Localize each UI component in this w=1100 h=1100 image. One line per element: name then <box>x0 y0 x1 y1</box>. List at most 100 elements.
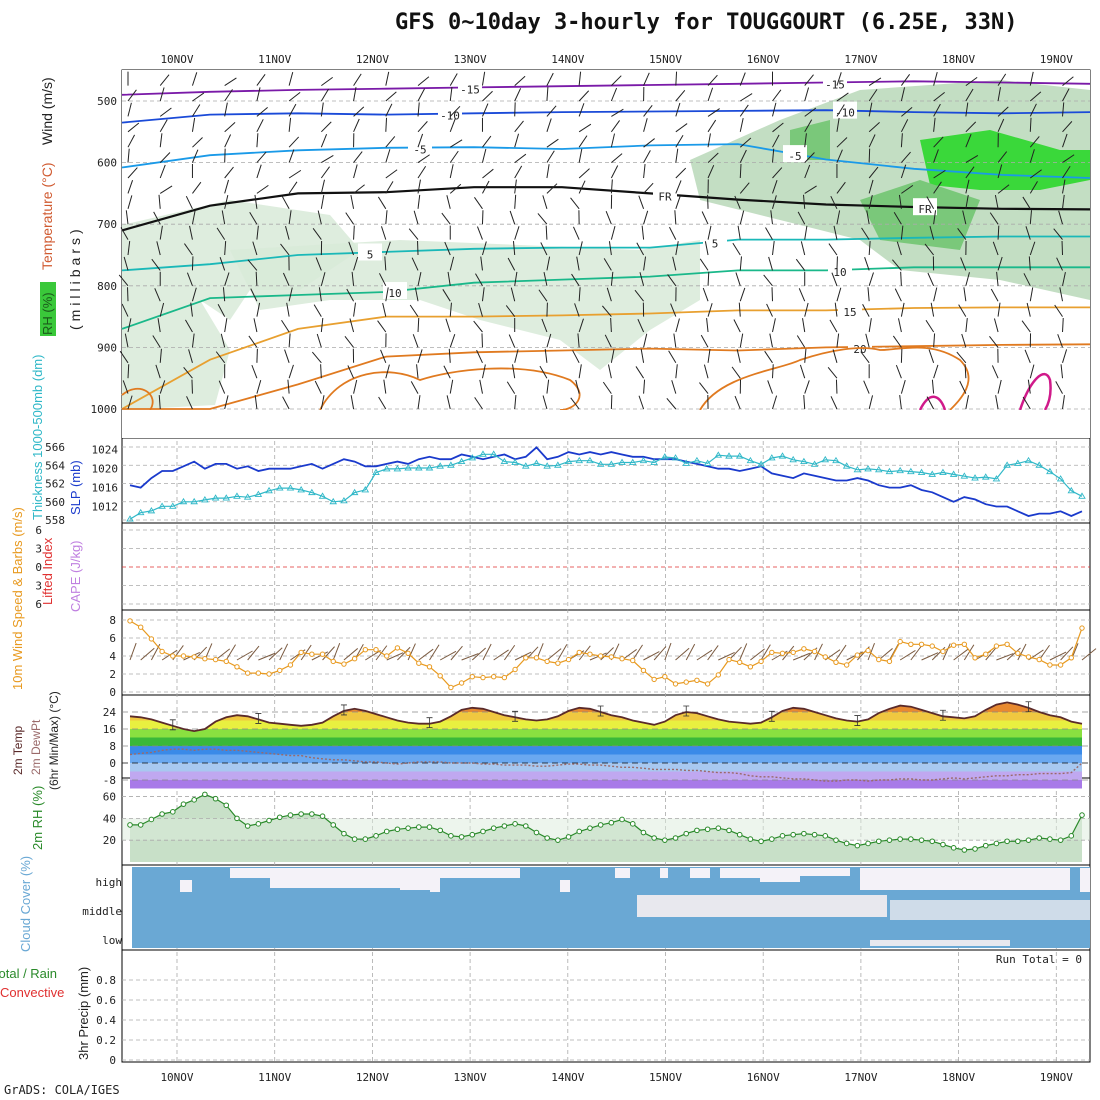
wind-barb <box>127 364 130 379</box>
wind10m-point <box>416 660 422 666</box>
thickness-point <box>949 470 958 477</box>
rh2m-point <box>768 836 775 842</box>
wind-barb <box>675 123 688 133</box>
wind-barb <box>707 225 712 240</box>
wind-barb <box>868 89 878 102</box>
wind10m-barb <box>835 644 847 661</box>
temp-band <box>130 737 1082 746</box>
cloud-clear-high <box>615 868 630 878</box>
wind-barb <box>315 257 322 271</box>
rh2m-point <box>565 834 572 840</box>
wind10m-point <box>405 650 411 656</box>
wind-barb <box>318 287 322 302</box>
contour-label: 5 <box>367 248 374 261</box>
thickness-point <box>725 452 733 459</box>
wind10m-barb <box>225 644 236 661</box>
rh2m-point <box>169 809 176 815</box>
wind-barb <box>449 73 458 86</box>
wind-barb <box>481 71 486 86</box>
contour-label-bg <box>458 78 482 96</box>
date-label-top: 17NOV <box>844 53 877 66</box>
wind-barb <box>158 394 161 410</box>
wind-barb <box>965 121 977 133</box>
wind-barb <box>634 289 644 302</box>
wind10m-barb <box>258 652 276 661</box>
wind-barb <box>900 271 902 286</box>
wind-barb <box>868 77 882 87</box>
rh2m-point <box>629 821 636 827</box>
wind-barb <box>739 182 750 194</box>
cloud-clear-high <box>230 868 270 878</box>
wind-barb <box>861 227 870 240</box>
wind-barb <box>1025 226 1031 240</box>
wind10m-barb <box>450 645 463 661</box>
rh2m-point <box>811 831 818 838</box>
wind-barb <box>862 304 870 317</box>
thickness-point <box>179 497 188 505</box>
wind-barb <box>965 154 979 164</box>
wind-barb <box>706 318 709 333</box>
wind10m-barb <box>268 647 283 661</box>
wind-label: Wind (m/s) <box>39 77 55 145</box>
wind10m-barb <box>600 647 614 661</box>
thickness-point <box>896 466 904 474</box>
wind-barb <box>190 302 193 317</box>
cloud-clear-high <box>560 880 570 892</box>
date-label-bottom: 16NOV <box>747 1071 780 1084</box>
wind-barb <box>997 73 1007 86</box>
thickness-point <box>853 465 862 473</box>
wind-barb <box>868 240 871 256</box>
wind-barb <box>832 349 838 363</box>
wind-barb <box>507 257 516 271</box>
contour-label: -5 <box>788 150 801 163</box>
wind-barb <box>610 271 614 286</box>
wind10m-point <box>458 680 465 686</box>
cloud-clear-high <box>400 868 440 890</box>
wind10m-barb <box>750 648 765 661</box>
wind-barb <box>256 107 268 117</box>
wind-barb <box>481 241 487 256</box>
wind-barb <box>804 133 807 148</box>
contour-label-bg <box>823 73 847 91</box>
wind-barb <box>767 380 773 394</box>
wind-barb <box>288 364 294 379</box>
rh2m-point <box>790 831 796 838</box>
wind-barb <box>408 228 419 240</box>
wind-barb <box>965 179 970 194</box>
wind-barb <box>571 273 580 287</box>
wind-barb <box>508 334 516 348</box>
wind10m-barb <box>365 650 381 661</box>
rh2m-point <box>961 847 968 853</box>
wind-barb <box>441 212 451 225</box>
precip-total-label: Total / Rain <box>0 966 57 981</box>
wind-barb <box>353 184 365 194</box>
wind-barb <box>255 271 258 286</box>
li-tick: 0 <box>35 561 42 574</box>
thickness-point <box>222 494 231 501</box>
wind-barb <box>607 364 612 379</box>
wind-barb <box>961 333 967 348</box>
wind-barb <box>442 289 451 302</box>
wind-barb <box>252 241 258 256</box>
wind-barb <box>417 317 420 333</box>
rh2m-point <box>469 831 476 838</box>
thickness-point <box>415 464 423 471</box>
thickness-point <box>607 460 616 467</box>
wind10m-barb <box>1006 647 1021 661</box>
wind10m-point <box>244 670 251 676</box>
wind-barb <box>476 226 483 240</box>
wind-barb <box>892 335 902 348</box>
wind-barb <box>186 272 193 286</box>
wind-barb <box>1062 133 1068 148</box>
wind-barb <box>965 134 972 148</box>
wind10m-point <box>159 648 165 655</box>
rh2m-point <box>576 828 583 835</box>
thickness-point <box>404 464 412 471</box>
temp-band <box>130 780 1082 789</box>
wind-barb <box>127 179 134 194</box>
rh2m-tick: 20 <box>103 834 116 847</box>
wind-barb <box>473 320 483 333</box>
wind-barb <box>417 179 421 194</box>
rh2m-point <box>437 827 444 834</box>
